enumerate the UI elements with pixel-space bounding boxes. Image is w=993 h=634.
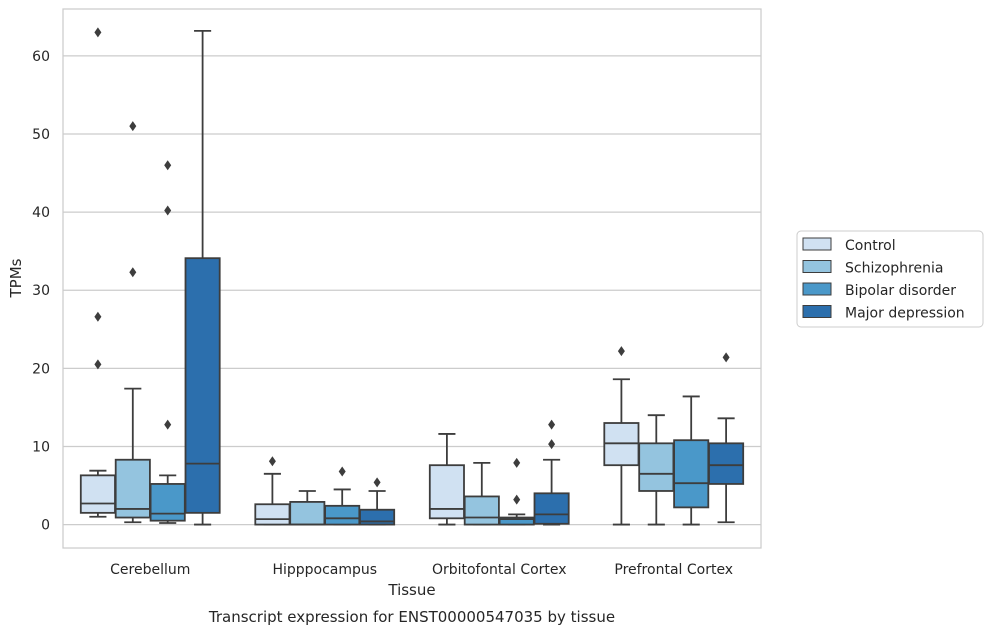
box xyxy=(603,346,640,526)
y-tick-label: 50 xyxy=(32,127,50,143)
x-tick-label: Prefrontal Cortex xyxy=(614,562,733,578)
box-body xyxy=(254,503,291,526)
legend: Control Schizophrenia Bipolar disorder Majo… xyxy=(796,230,984,328)
outlier-point xyxy=(548,439,556,450)
y-tick-label: 0 xyxy=(41,518,50,534)
outlier-point xyxy=(513,457,521,468)
outlier-point xyxy=(164,205,172,216)
y-tick-label: 40 xyxy=(32,205,50,221)
box-body xyxy=(184,257,221,514)
chart-caption: Transcript expression for ENST0000054703… xyxy=(208,608,615,626)
box xyxy=(184,29,221,526)
legend-swatch xyxy=(802,260,832,273)
box-body xyxy=(638,442,675,492)
box-body xyxy=(324,504,361,526)
outlier-point xyxy=(373,477,381,488)
box xyxy=(673,395,710,526)
box-body xyxy=(708,442,745,485)
box xyxy=(463,461,500,526)
legend-swatch xyxy=(802,237,832,251)
outlier-point xyxy=(129,121,137,132)
legend-label: Bipolar disorder xyxy=(845,283,956,299)
box xyxy=(428,433,465,526)
box-body xyxy=(289,501,326,526)
x-tick-label: Cerebellum xyxy=(110,562,190,578)
box-body xyxy=(463,495,500,526)
box-body xyxy=(149,483,186,522)
x-axis-label: Tissue xyxy=(387,581,435,599)
outlier-point xyxy=(94,27,102,38)
box-body xyxy=(79,474,116,514)
outlier-point xyxy=(548,419,556,430)
outlier-point xyxy=(268,456,276,467)
y-axis-label: TPMs xyxy=(7,258,25,298)
y-tick-label: 10 xyxy=(32,439,50,455)
series-major-depression xyxy=(184,29,745,526)
outlier-point xyxy=(722,352,730,363)
outlier-point xyxy=(164,419,172,430)
y-tick-label: 60 xyxy=(32,49,50,65)
outlier-point xyxy=(129,267,137,278)
y-tick-label: 20 xyxy=(32,361,50,377)
legend-swatch xyxy=(802,305,832,318)
box xyxy=(149,160,186,524)
grid-lines xyxy=(63,55,761,526)
x-axis-ticks: Cerebellum Hipppocampus Orbitofontal Corte… xyxy=(110,562,733,578)
legend-label: Schizophrenia xyxy=(845,261,943,277)
y-axis-ticks: 0 10 20 30 40 50 60 xyxy=(32,49,50,534)
x-tick-label: Orbitofontal Cortex xyxy=(432,562,567,578)
box xyxy=(498,457,535,526)
box-body xyxy=(428,464,465,520)
outlier-point xyxy=(94,359,102,370)
legend-label: Major depression xyxy=(845,306,965,322)
outlier-point xyxy=(94,311,102,322)
legend-swatch xyxy=(802,282,832,296)
outlier-point xyxy=(513,494,521,505)
box xyxy=(359,477,396,526)
legend-label: Control xyxy=(845,238,896,254)
box xyxy=(708,352,745,524)
outlier-point xyxy=(338,466,346,477)
series-bipolar-disorder xyxy=(149,160,710,526)
outlier-point xyxy=(617,346,625,357)
x-tick-label: Hipppocampus xyxy=(272,562,377,578)
box-body xyxy=(533,492,570,525)
box-series xyxy=(79,27,745,526)
plot-frame xyxy=(62,8,762,549)
box-body xyxy=(673,439,710,509)
y-tick-label: 30 xyxy=(32,283,50,299)
box xyxy=(533,419,570,526)
legend-frame xyxy=(796,230,984,328)
outlier-point xyxy=(164,160,172,171)
